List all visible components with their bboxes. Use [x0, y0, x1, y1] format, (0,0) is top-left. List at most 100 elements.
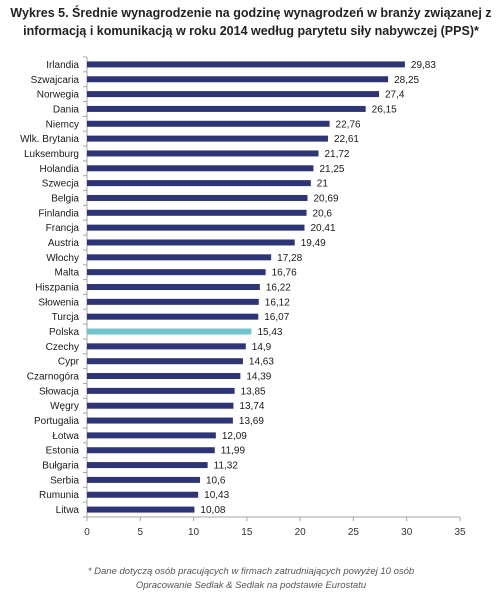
value-label: 16,12: [265, 297, 290, 308]
bar: [87, 105, 366, 112]
value-label: 13,74: [239, 401, 264, 412]
source-note: Opracowanie Sedlak & Sedlak na podstawie…: [135, 580, 367, 591]
value-label: 14,63: [249, 357, 274, 368]
x-tick-label: 5: [138, 527, 144, 538]
value-label: 14,39: [246, 372, 271, 383]
category-label: Belgia: [51, 193, 79, 204]
category-label: Norwegia: [37, 90, 80, 101]
x-tick-label: 30: [401, 527, 413, 538]
category-label: Czarnogóra: [27, 372, 80, 383]
bar: [87, 91, 380, 98]
category-label: Rumunia: [39, 490, 79, 501]
bar: [87, 343, 246, 350]
chart-title-line-2: informacją i komunikacją w roku 2014 wed…: [23, 24, 479, 38]
bar: [87, 165, 314, 172]
category-label: Malta: [55, 268, 80, 279]
value-label: 19,49: [301, 238, 326, 249]
value-label: 21: [317, 179, 329, 190]
value-label: 11,32: [214, 461, 239, 472]
category-label: Francja: [46, 223, 80, 234]
category-label: Słowacja: [39, 386, 79, 397]
bar: [87, 135, 328, 142]
bar: [87, 224, 305, 231]
value-label: 22,76: [336, 119, 361, 130]
bar: [87, 313, 259, 320]
value-label: 27,4: [385, 90, 405, 101]
category-label: Serbia: [50, 475, 79, 486]
chart-title-line-1: Wykres 5. Średnie wynagrodzenie na godzi…: [10, 6, 492, 20]
value-label: 29,83: [411, 60, 436, 71]
category-label: Niemcy: [46, 119, 79, 130]
value-label: 21,72: [324, 149, 349, 160]
category-label: Finlandia: [38, 208, 79, 219]
bar: [87, 254, 272, 261]
category-label: Austria: [48, 238, 80, 249]
category-label: Czechy: [46, 342, 79, 353]
value-label: 20,41: [311, 223, 336, 234]
bar: [87, 432, 216, 439]
category-label: Dania: [53, 104, 80, 115]
category-label: Cypr: [58, 357, 80, 368]
x-tick-label: 20: [295, 527, 307, 538]
value-label: 12,09: [222, 431, 247, 442]
x-tick-label: 35: [454, 527, 466, 538]
x-tick-label: 15: [241, 527, 253, 538]
category-label: Wlk. Brytania: [20, 134, 79, 145]
bar: [87, 476, 200, 483]
x-tick-label: 10: [188, 527, 200, 538]
category-label: Estonia: [46, 446, 80, 457]
x-tick-label: 0: [84, 527, 90, 538]
value-label: 26,15: [372, 104, 397, 115]
value-label: 11,99: [221, 446, 246, 457]
category-label: Polska: [49, 327, 79, 338]
value-label: 17,28: [277, 253, 302, 264]
chart-title: Wykres 5. Średnie wynagrodzenie na godzi…: [4, 4, 498, 40]
bar: [87, 120, 330, 127]
category-label: Portugalia: [34, 416, 79, 427]
bar: [87, 150, 319, 157]
category-label: Szwajcaria: [31, 75, 80, 86]
bar: [87, 387, 235, 394]
category-label: Włochy: [46, 253, 79, 264]
value-label: 10,6: [206, 475, 226, 486]
bar: [87, 209, 307, 216]
value-label: 14,9: [252, 342, 272, 353]
category-label: Holandia: [40, 164, 80, 175]
x-tick-label: 25: [348, 527, 360, 538]
value-label: 16,76: [272, 268, 297, 279]
value-label: 20,6: [313, 208, 333, 219]
bar: [87, 298, 259, 305]
value-label: 15,43: [257, 327, 282, 338]
category-label: Hiszpania: [35, 283, 79, 294]
bar: [87, 61, 405, 68]
footnote: * Dane dotyczą osób pracujących w firmac…: [87, 566, 415, 577]
category-label: Szwecja: [42, 179, 80, 190]
value-label: 10,08: [200, 505, 225, 516]
category-label: Irlandia: [46, 60, 79, 71]
bar: [87, 180, 311, 187]
bar: [87, 239, 295, 246]
value-label: 16,07: [264, 312, 289, 323]
value-label: 16,22: [266, 283, 291, 294]
category-label: Luksemburg: [24, 149, 79, 160]
bar: [87, 462, 208, 469]
category-label: Węgry: [50, 401, 79, 412]
category-label: Bułgaria: [42, 461, 79, 472]
bar: [87, 328, 252, 335]
bar-chart: 0 5 10 15 20 25 30 35 Irlandia 29,83 Szwajcaria 28,…: [20, 56, 466, 538]
value-label: 28,25: [394, 75, 419, 86]
bar: [87, 284, 260, 290]
bar: [87, 402, 234, 409]
value-label: 22,61: [334, 134, 359, 145]
category-label: Turcja: [52, 312, 80, 323]
value-label: 13,69: [239, 416, 264, 427]
category-label: Słowenia: [38, 297, 79, 308]
bar: [87, 76, 389, 83]
bar: [87, 269, 266, 276]
bar: [87, 358, 243, 365]
category-label: Litwa: [56, 505, 80, 516]
bar: [87, 491, 199, 498]
bar: [87, 506, 195, 513]
value-label: 10,43: [204, 490, 229, 501]
bar: [87, 373, 241, 380]
